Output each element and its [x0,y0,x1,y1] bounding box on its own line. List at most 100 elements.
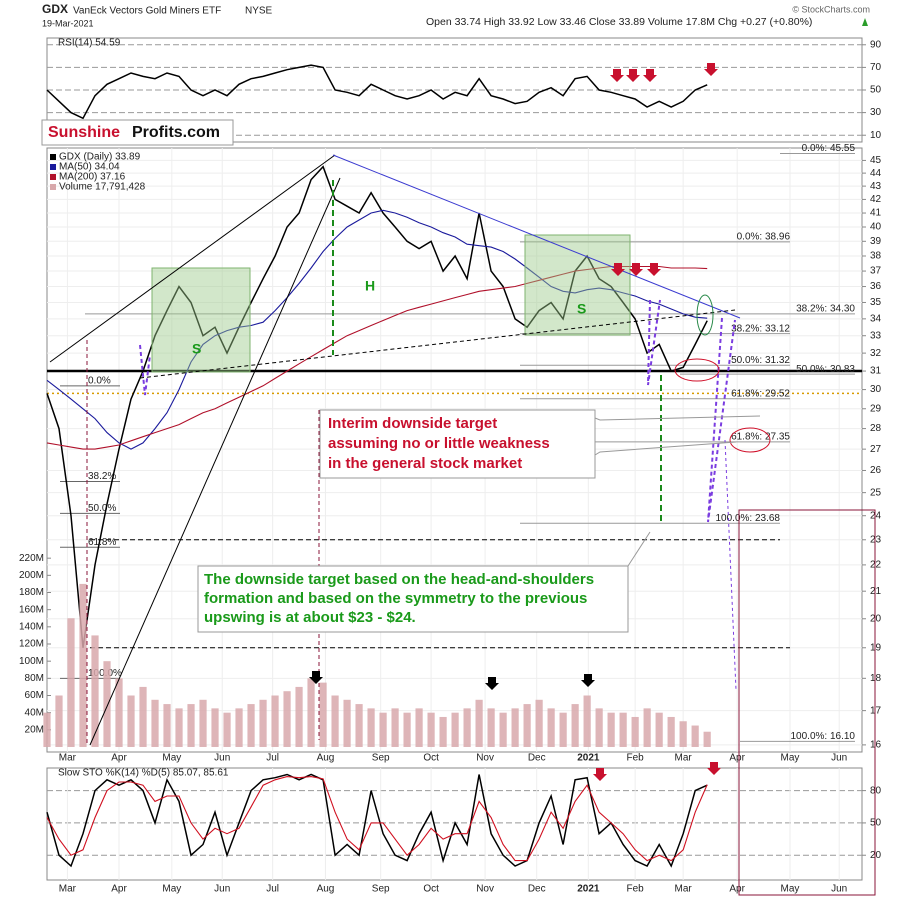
volume-bar [439,716,447,747]
x-tick-label: Jun [214,884,230,895]
x-tick-label: May [162,884,181,895]
logo-text: Profits.com [132,124,220,141]
x-tick-label: Mar [59,884,77,895]
x-tick-label: May [162,753,181,764]
volume-bar [187,704,195,747]
x-tick-label: Oct [423,753,439,764]
y-tick-label: 26 [870,465,882,476]
fib-label: 0.0%: 45.55 [802,143,856,154]
y-tick-label: 70 [870,62,882,73]
volume-bar [475,699,483,747]
fib-label: 61.8%: 27.35 [731,432,790,443]
y2-tick-label: 20M [25,724,44,735]
y-tick-label: 24 [870,510,882,521]
y2-tick-label: 160M [19,604,44,615]
volume-bar [595,708,603,747]
series-line [46,773,708,868]
y-tick-label: 36 [870,281,882,292]
fib-label: 0.0% [88,375,111,386]
trend-line [49,154,336,363]
y2-tick-label: 220M [19,553,44,564]
y2-tick-label: 120M [19,639,44,650]
x-tick-label: Apr [111,884,127,895]
logo-box [41,119,234,146]
y-tick-label: 31 [870,366,882,377]
arrow [647,263,661,276]
y-tick-label: 39 [870,236,882,247]
series-line [46,64,708,120]
y-tick-label: 22 [870,560,882,571]
pattern-label: S [192,341,201,357]
volume-bar [403,712,411,747]
annotation-text: upswing is at about $23 - $24. [204,609,416,626]
y-tick-label: 43 [870,181,882,192]
volume-bar [247,704,255,747]
annotation-text: formation and based on the symmetry to t… [204,590,587,607]
date: 19-Mar-2021 [42,18,94,28]
arrow [643,69,657,82]
x-tick-label: Feb [627,753,645,764]
pattern-label: H [365,278,375,294]
fib-label: 100.0%: 23.68 [716,513,781,524]
volume-bar [583,695,591,747]
volume-bar [463,708,471,747]
y-tick-label: 28 [870,423,882,434]
y-tick-label: 90 [870,39,882,50]
fib-label: 38.2%: 34.30 [796,304,855,315]
x-tick-label: May [781,884,800,895]
y-tick-label: 27 [870,444,882,455]
legend-swatch [50,154,56,160]
y-tick-label: 50 [870,85,882,96]
series-line [46,165,708,648]
x-tick-label: Dec [528,753,546,764]
callout [594,441,737,456]
y-tick-label: 29 [870,403,882,414]
y-tick-label: 30 [870,107,882,118]
shoulder-box [524,234,631,336]
arrow [629,263,643,276]
sto-frame [46,767,863,881]
price-frame [46,147,863,753]
annotation-text: The downside target based on the head-an… [204,571,594,588]
trend-line [332,154,741,319]
y-tick-label: 41 [870,208,882,219]
volume-bar [307,678,315,747]
volume-bar [319,682,327,747]
volume-bar [127,695,135,747]
y-tick-label: 20 [870,850,882,861]
y-tick-label: 37 [870,266,882,277]
y-tick-label: 25 [870,487,882,498]
x-tick-label: Sep [372,753,390,764]
fib-label: 61.8%: 29.52 [731,388,790,399]
pattern-label: S [577,301,586,317]
shoulder-box [151,267,251,373]
volume-bar [259,699,267,747]
highlight [674,358,720,382]
x-tick-label: Apr [729,884,745,895]
arrow [707,762,721,775]
x-tick-label: Apr [111,753,127,764]
series-line [46,209,708,450]
y-tick-label: 42 [870,194,882,205]
y-tick-label: 16 [870,740,882,751]
volume-bar [55,695,63,747]
volume-bar [655,712,663,747]
trend-line [89,177,341,746]
volume-bar [151,699,159,747]
x-tick-label: Mar [675,884,693,895]
projection [139,344,151,396]
annotation-box [319,409,596,479]
arrow [593,768,607,781]
logo-text: Sunshine [48,124,120,141]
arrow [485,677,499,690]
volume-bar [115,678,123,747]
arrow [626,69,640,82]
x-tick-label: Oct [423,884,439,895]
fib-label: 38.2%: 33.12 [731,323,790,334]
target-zone [738,509,876,896]
volume-bar [679,721,687,747]
volume-bar [523,704,531,747]
volume-bar [451,712,459,747]
volume-bar [619,712,627,747]
